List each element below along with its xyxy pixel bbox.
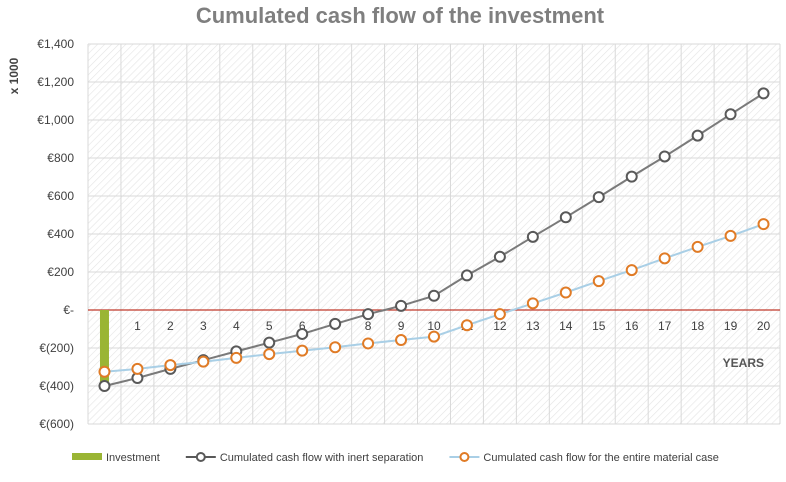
legend-label: Cumulated cash flow with inert separatio…: [220, 452, 424, 464]
data-point-1: [98, 380, 111, 392]
data-point-1: [263, 336, 276, 349]
data-point-1: [757, 87, 770, 100]
data-point-1: [526, 230, 539, 243]
legend-label: Investment: [106, 452, 160, 464]
data-point-2: [329, 341, 342, 354]
data-point-2: [230, 351, 243, 364]
data-point-2: [724, 229, 737, 242]
x-tick-label: 5: [266, 319, 273, 333]
data-point-2: [362, 337, 375, 350]
data-point-1: [691, 129, 704, 142]
investment-bar: [99, 310, 109, 386]
x-tick-label: 9: [398, 319, 405, 333]
data-point-2: [428, 330, 440, 343]
x-tick-label: 12: [493, 319, 507, 333]
data-point-2: [592, 275, 605, 288]
y-tick-label: €800: [47, 151, 74, 165]
x-tick-label: 14: [559, 319, 573, 333]
x-tick-label: 8: [365, 319, 372, 333]
data-point-2: [164, 359, 177, 372]
data-point-2: [658, 252, 671, 265]
data-point-1: [428, 289, 440, 302]
data-point-2: [395, 334, 408, 347]
y-tick-label: €-: [63, 303, 74, 317]
data-point-1: [625, 170, 638, 183]
data-point-2: [526, 297, 539, 310]
x-tick-label: 1: [134, 319, 141, 333]
data-point-1: [724, 108, 737, 121]
data-point-1: [559, 211, 572, 224]
data-point-2: [460, 319, 473, 332]
x-axis-label: YEARS: [723, 356, 764, 370]
y-tick-label: €1,000: [37, 113, 74, 127]
x-tick-label: 13: [526, 319, 540, 333]
legend: Investment Cumulated cash flow with inert…: [72, 452, 719, 464]
data-point-2: [197, 355, 210, 368]
y-axis-label: x 1000: [7, 57, 21, 94]
data-point-2: [131, 362, 144, 375]
legend-swatch: [72, 453, 102, 460]
data-point-2: [493, 308, 506, 321]
y-tick-label: €600: [47, 189, 74, 203]
x-tick-label: 15: [592, 319, 606, 333]
x-tick-label: 3: [200, 319, 207, 333]
x-tick-label: 6: [299, 319, 306, 333]
legend-item-2: Cumulated cash flow for the entire mater…: [449, 452, 719, 464]
y-tick-label: €200: [47, 265, 74, 279]
legend-item-1: Cumulated cash flow with inert separatio…: [185, 452, 424, 464]
data-point-1: [362, 308, 375, 321]
data-point-2: [625, 264, 638, 277]
chart-title: Cumulated cash flow of the investment: [196, 3, 605, 28]
data-point-2: [559, 286, 572, 299]
x-tick-label: 10: [427, 319, 441, 333]
data-point-2: [691, 240, 704, 253]
legend-label: Cumulated cash flow for the entire mater…: [483, 452, 718, 464]
y-tick-label: €1,400: [37, 37, 74, 51]
legend-item-0: Investment: [72, 452, 160, 464]
data-point-2: [757, 218, 770, 231]
data-point-1: [493, 250, 506, 263]
x-tick-label: 20: [757, 319, 771, 333]
x-tick-label: 18: [691, 319, 705, 333]
legend-marker: [195, 452, 206, 462]
data-point-1: [296, 327, 309, 340]
data-point-1: [395, 299, 408, 312]
data-point-1: [460, 269, 473, 282]
x-tick-label: 17: [658, 319, 672, 333]
data-point-1: [329, 317, 342, 330]
legend-marker: [459, 452, 470, 462]
x-tick-label: 16: [625, 319, 639, 333]
data-point-2: [98, 365, 111, 378]
data-point-2: [263, 348, 276, 361]
x-tick-label: 19: [724, 319, 738, 333]
y-tick-label: €1,200: [37, 75, 74, 89]
data-point-1: [592, 191, 605, 204]
y-tick-label: €(200): [39, 341, 74, 355]
plot-area: €(600) €(400) €(200) €- €200 €400 €600 €800 €1,0…: [37, 37, 781, 431]
y-tick-label: €400: [47, 227, 74, 241]
data-point-2: [296, 344, 309, 357]
y-tick-label: €(400): [39, 379, 74, 393]
x-tick-label: 4: [233, 319, 240, 333]
x-tick-label: 2: [167, 319, 174, 333]
y-tick-label: €(600): [39, 417, 74, 431]
data-point-1: [658, 150, 671, 163]
